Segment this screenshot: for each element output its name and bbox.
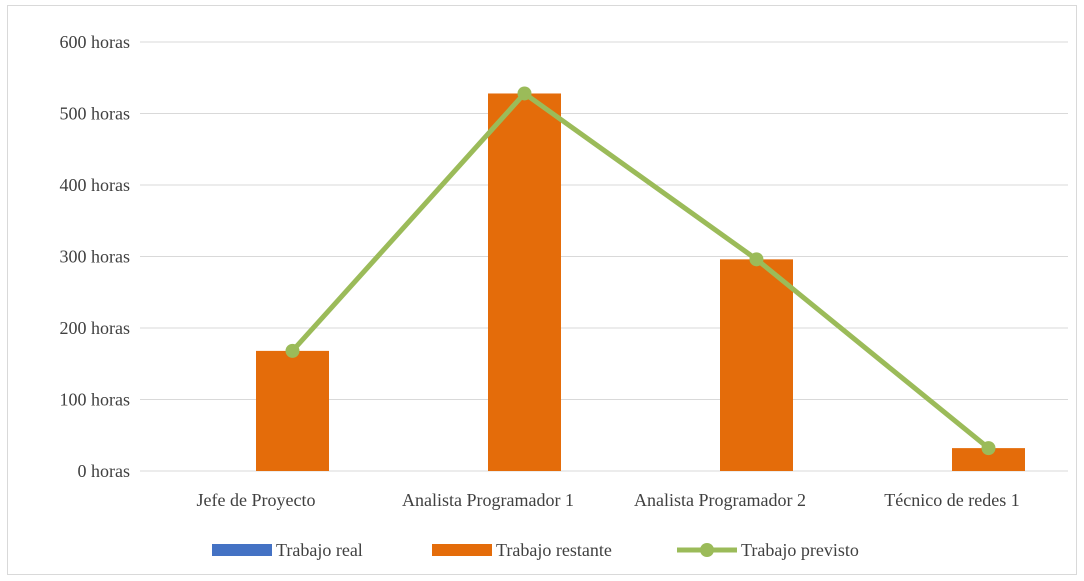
- x-axis-ticks: Jefe de Proyecto Analista Programador 1 An…: [197, 490, 1020, 510]
- legend-trabajo-real: Trabajo real: [212, 540, 363, 560]
- y-tick-label: 500 horas: [60, 104, 131, 124]
- legend-label: Trabajo restante: [496, 540, 612, 560]
- y-tick-label: 200 horas: [60, 318, 131, 338]
- bars: [256, 93, 1025, 471]
- x-tick-label: Jefe de Proyecto: [197, 490, 316, 510]
- legend-swatch: [212, 544, 272, 556]
- x-tick-label: Analista Programador 2: [634, 490, 806, 510]
- line-marker: [285, 343, 300, 358]
- legend-marker: [700, 543, 714, 557]
- line-marker: [517, 86, 532, 101]
- line-marker: [749, 252, 764, 267]
- line-series: [285, 86, 996, 456]
- legend-trabajo-previsto: Trabajo previsto: [677, 540, 859, 560]
- legend-trabajo-restante: Trabajo restante: [432, 540, 612, 560]
- line-trabajo-previsto: [290, 90, 991, 451]
- y-tick-label: 0 horas: [78, 461, 131, 481]
- bar-trabajo-restante: [488, 93, 561, 471]
- line-marker: [981, 441, 996, 456]
- legend-label: Trabajo previsto: [741, 540, 859, 560]
- y-tick-label: 400 horas: [60, 175, 131, 195]
- legend-label: Trabajo real: [276, 540, 363, 560]
- y-tick-label: 300 horas: [60, 247, 131, 267]
- bar-trabajo-restante: [256, 350, 329, 471]
- x-tick-label: Técnico de redes 1: [884, 490, 1019, 510]
- bar-trabajo-restante: [952, 448, 1025, 471]
- bar-trabajo-restante: [720, 259, 793, 471]
- legend: Trabajo real Trabajo restante Trabajo prev…: [212, 540, 859, 560]
- legend-swatch: [432, 544, 492, 556]
- x-tick-label: Analista Programador 1: [402, 490, 574, 510]
- y-tick-label: 100 horas: [60, 390, 131, 410]
- y-tick-label: 600 horas: [60, 32, 131, 52]
- y-axis-ticks: 0 horas 100 horas 200 horas 300 horas 400 ho…: [60, 32, 131, 481]
